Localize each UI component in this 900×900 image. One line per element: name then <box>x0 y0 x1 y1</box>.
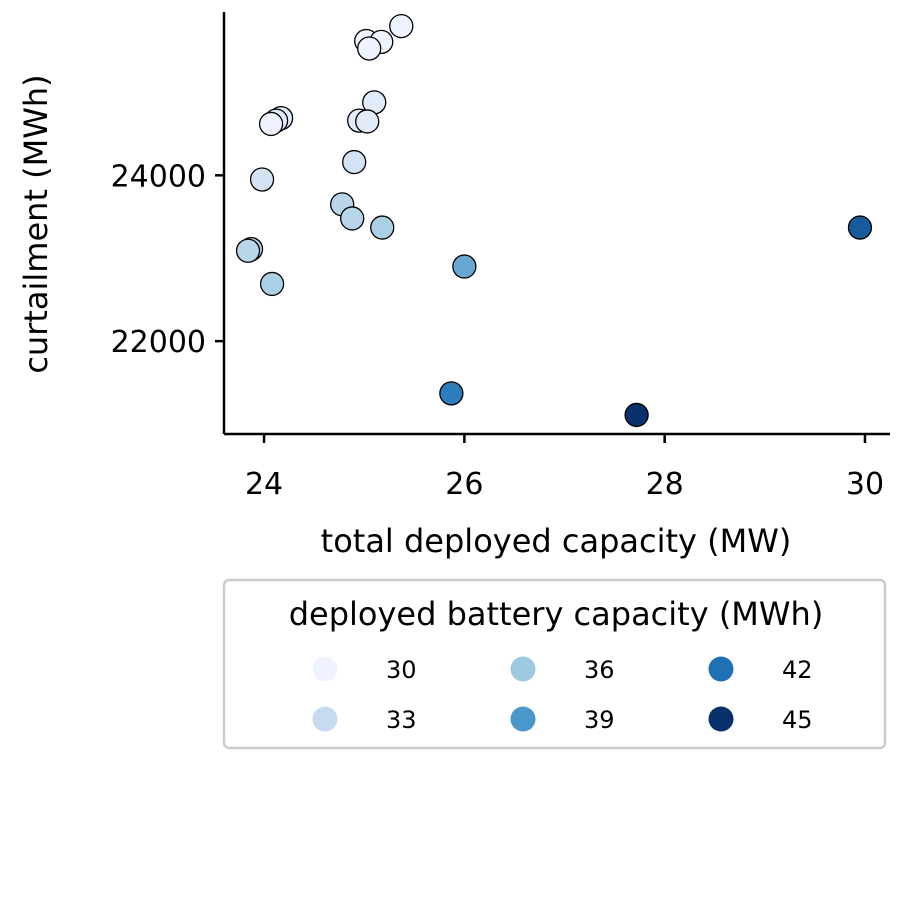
legend-frame <box>222 578 887 750</box>
legend-marker <box>708 706 734 732</box>
data-point <box>258 111 284 137</box>
data-point <box>249 167 275 192</box>
legend: deployed battery capacity (MWh) 30 33 36 39… <box>222 578 887 750</box>
data-point <box>847 215 873 240</box>
legend-marker <box>510 706 536 732</box>
x-tick-label: 24 <box>245 467 283 502</box>
x-tick-label: 28 <box>646 467 684 502</box>
legend-marker <box>708 656 734 682</box>
data-point <box>452 254 477 279</box>
y-tick-label: 24000 <box>111 159 206 194</box>
x-axis-ticks: 24 26 28 30 <box>245 434 884 502</box>
legend-title: deployed battery capacity (MWh) <box>289 595 824 633</box>
data-point <box>235 238 261 263</box>
data-point <box>342 149 367 175</box>
data-point <box>259 271 285 297</box>
legend-entries: 30 33 36 39 42 45 <box>312 656 813 734</box>
x-tick-label: 30 <box>846 467 884 502</box>
x-axis-title: total deployed capacity (MW) <box>321 522 792 560</box>
legend-label: 36 <box>584 656 615 684</box>
legend-label: 45 <box>782 706 813 734</box>
data-point <box>370 215 395 240</box>
data-point <box>340 206 365 231</box>
y-tick-label: 22000 <box>111 325 206 360</box>
legend-label: 30 <box>386 656 417 684</box>
data-points <box>235 13 873 428</box>
legend-marker <box>312 656 338 682</box>
data-point <box>624 402 649 428</box>
legend-marker <box>510 656 536 682</box>
legend-label: 39 <box>584 706 615 734</box>
data-point <box>389 13 414 39</box>
legend-label: 42 <box>782 656 813 684</box>
legend-marker <box>312 706 338 732</box>
y-axis-ticks: 22000 24000 <box>111 159 224 360</box>
y-axis-title: curtailment (MWh) <box>17 74 55 373</box>
data-point <box>357 36 382 61</box>
x-tick-label: 26 <box>445 467 483 502</box>
legend-label: 33 <box>386 706 417 734</box>
data-point <box>439 381 464 406</box>
data-point <box>355 109 380 134</box>
